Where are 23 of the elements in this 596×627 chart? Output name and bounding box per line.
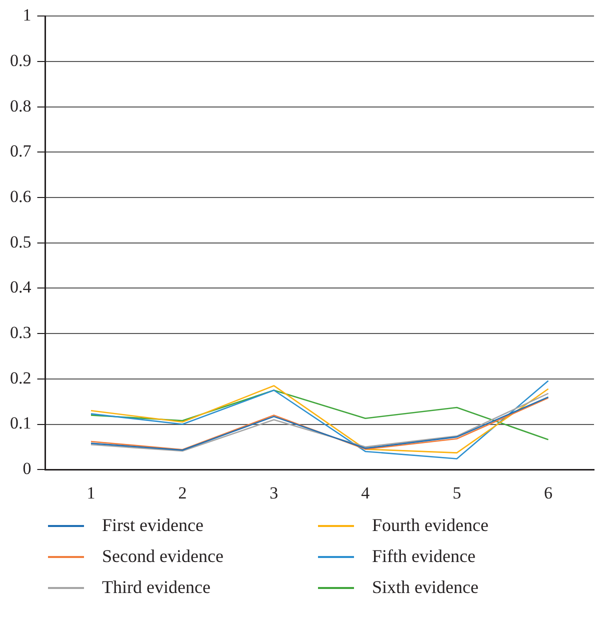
y-tick-label: 0.3 <box>10 323 32 342</box>
y-tick-label: 0.4 <box>10 278 32 297</box>
legend-label: Fourth evidence <box>371 514 490 537</box>
legend-label: Second evidence <box>101 545 224 568</box>
legend-label: Fifth evidence <box>371 545 476 568</box>
y-tick-label: 0.1 <box>10 414 32 433</box>
x-tick-label: 2 <box>178 483 187 502</box>
legend-label: Third evidence <box>101 576 212 599</box>
y-tick-label: 0.7 <box>10 142 32 161</box>
y-tick-label: 0 <box>22 459 32 478</box>
y-tick-label: 0.9 <box>10 51 32 70</box>
x-tick-label: 4 <box>361 483 370 502</box>
y-tick-label: 0.2 <box>10 368 32 388</box>
x-tick-label: 1 <box>86 483 96 502</box>
y-tick-label: 0.8 <box>10 96 32 116</box>
x-tick-label: 6 <box>544 483 553 502</box>
legend-label: First evidence <box>101 514 204 537</box>
y-tick-label: 1 <box>22 6 32 25</box>
y-tick-label: 0.6 <box>10 187 32 206</box>
legend-label: Sixth evidence <box>371 576 480 599</box>
x-tick-label: 3 <box>270 483 278 502</box>
y-tick-label: 0.5 <box>10 232 32 252</box>
x-tick-label: 5 <box>452 483 462 502</box>
